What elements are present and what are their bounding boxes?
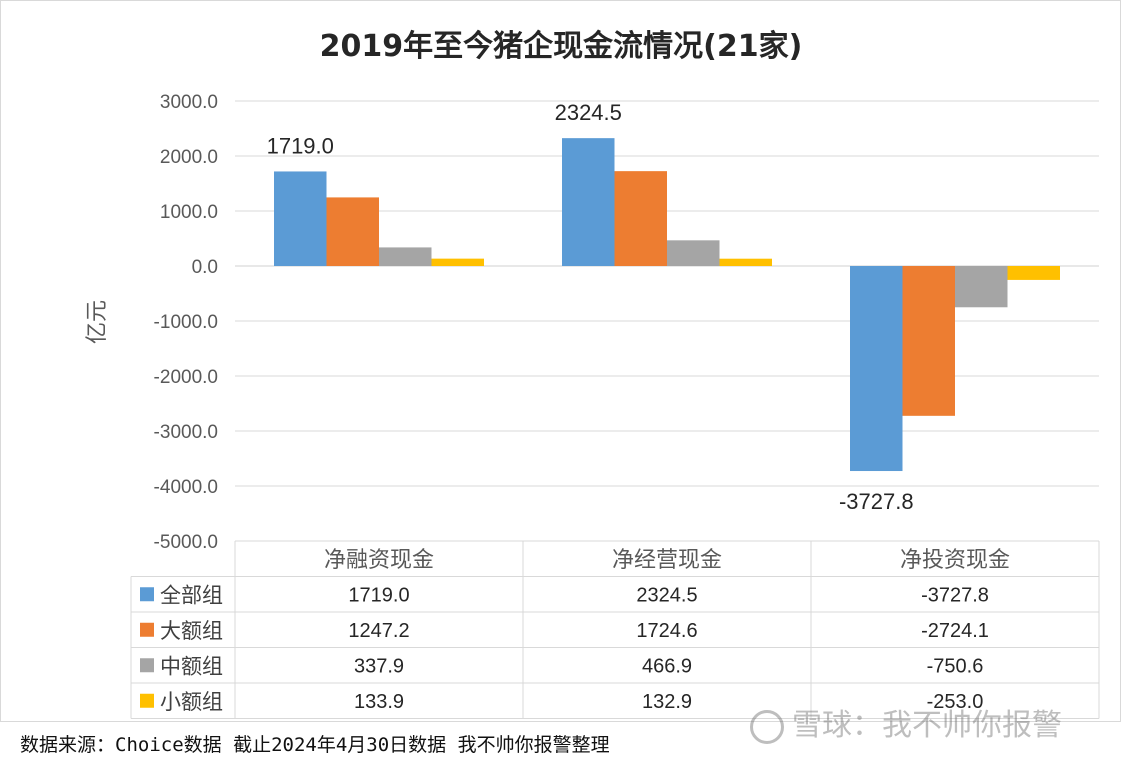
legend-label: 大额组 [160, 619, 223, 643]
table-cell: -253.0 [927, 691, 984, 713]
legend-swatch [140, 587, 154, 602]
table-cell: -750.6 [927, 655, 984, 677]
bar [667, 240, 720, 266]
y-tick-label: -2000.0 [154, 367, 218, 388]
bar [562, 138, 615, 266]
data-label: -3727.8 [839, 489, 914, 514]
legend-label: 小额组 [160, 690, 223, 714]
y-tick-label: 1000.0 [160, 202, 218, 223]
x-category-label: 净投资现金 [900, 548, 1010, 573]
data-label: 1719.0 [267, 133, 334, 158]
source-note: 数据来源：Choice数据 截止2024年4月30日数据 我不帅你报警整理 [20, 734, 610, 756]
y-tick-label: -5000.0 [154, 532, 218, 553]
data-label: 2324.5 [555, 100, 622, 125]
bar [614, 171, 667, 266]
y-tick-label: 3000.0 [160, 92, 218, 113]
legend-swatch [140, 693, 154, 708]
bar [850, 266, 903, 472]
watermark: 雪球：我不帅你报警 [750, 700, 1062, 744]
bar [955, 266, 1008, 308]
table-cell: 1247.2 [348, 620, 409, 642]
table-cell: 133.9 [354, 691, 404, 713]
legend-label: 全部组 [160, 583, 223, 607]
table-cell: 337.9 [354, 655, 404, 677]
legend-swatch [140, 658, 154, 673]
y-tick-label: 0.0 [192, 257, 218, 278]
table-cell: 466.9 [642, 655, 692, 677]
bar [379, 247, 432, 266]
table-cell: 132.9 [642, 691, 692, 713]
legend-swatch [140, 622, 154, 637]
legend-label: 中额组 [160, 654, 223, 678]
chart-frame [0, 0, 1121, 722]
bar [1007, 266, 1060, 280]
watermark-text: 雪球：我不帅你报警 [792, 708, 1062, 743]
table-cell: 1719.0 [348, 584, 409, 606]
table-cell: -2724.1 [921, 620, 989, 642]
x-category-label: 净经营现金 [612, 548, 722, 573]
bar [274, 171, 327, 266]
bar [902, 266, 955, 416]
xueqiu-logo-icon [750, 709, 784, 744]
bar [326, 197, 379, 266]
y-tick-label: -1000.0 [154, 312, 218, 333]
y-tick-label: 2000.0 [160, 147, 218, 168]
chart-title: 2019年至今猪企现金流情况(21家) [320, 29, 803, 64]
bar [431, 258, 484, 266]
x-category-label: 净融资现金 [324, 548, 434, 573]
y-axis-label: 亿元 [85, 300, 110, 344]
table-cell: 1724.6 [636, 620, 697, 642]
table-cell: -3727.8 [921, 584, 989, 606]
y-tick-label: -4000.0 [154, 477, 218, 498]
table-cell: 2324.5 [636, 584, 697, 606]
y-tick-label: -3000.0 [154, 422, 218, 443]
bar [719, 258, 772, 266]
